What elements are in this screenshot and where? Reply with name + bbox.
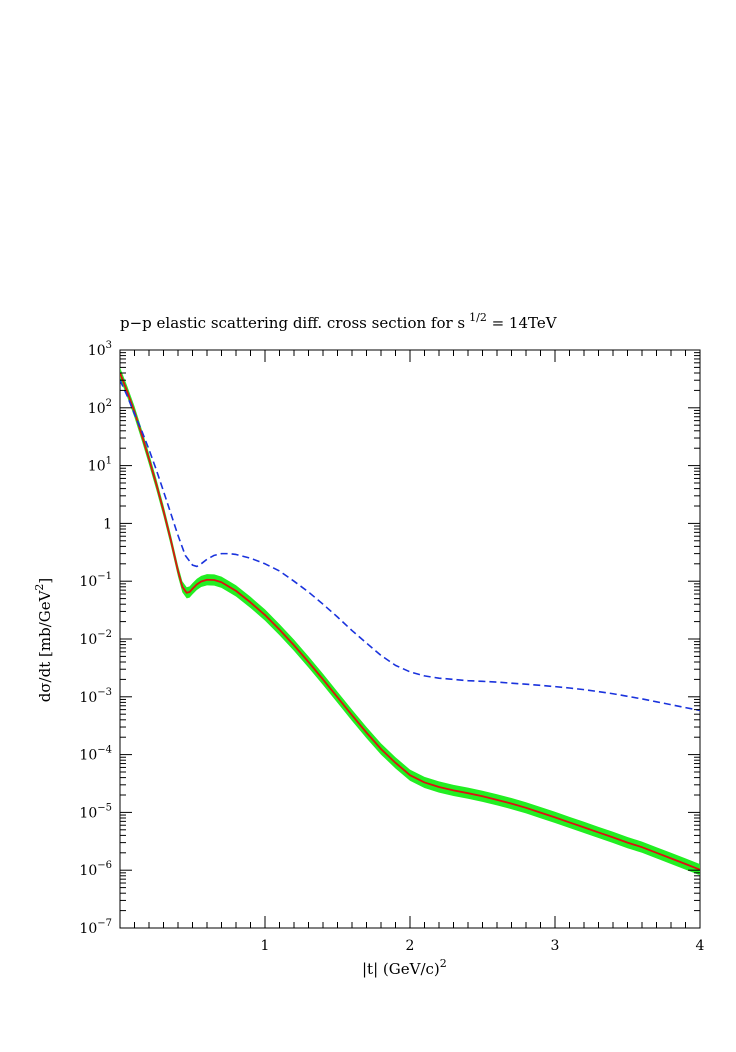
x-tick-label-2: 3 [551,938,560,954]
x-axis-label: |t| (GeV/c)2 [362,957,447,978]
series-0-line [120,372,700,871]
y-tick-label-exponent: −1 [97,571,112,582]
y-tick-label-2: 101 [88,456,112,475]
y-tick-label-base: 10 [79,805,97,821]
y-tick-label-exponent: −7 [97,918,112,929]
y-tick-label-8: 10−5 [79,802,112,821]
y-tick-label-base: 10 [88,343,106,359]
y-tick-label-base: 10 [88,459,106,475]
y-tick-label-base: 10 [79,632,97,648]
y-tick-label-exponent: −5 [97,802,112,813]
y-tick-label-base: 10 [88,401,106,417]
y-tick-label-0: 103 [88,340,112,359]
y-tick-label-base: 10 [79,574,97,590]
y-tick-label-base: 10 [79,748,97,764]
x-axis-label-superscript: 2 [440,957,447,970]
series-0-uncertainty-band [120,367,700,876]
x-tick-label-1: 2 [406,938,415,954]
y-axis-label-tail: ] [36,578,54,584]
y-tick-label-5: 10−2 [79,629,112,648]
chart-title-main: p−p elastic scattering diff. cross secti… [120,314,465,332]
y-tick-label-9: 10−6 [79,860,112,879]
y-tick-label-7: 10−4 [79,745,112,764]
y-tick-label-exponent: 2 [106,398,112,409]
y-tick-label-exponent: −4 [97,745,112,756]
y-tick-label-10: 10−7 [79,918,112,937]
y-tick-label-1: 102 [88,398,112,417]
y-axis-label-superscript: 2 [33,584,46,591]
x-tick-label-3: 4 [696,938,705,954]
y-tick-label-base: 10 [79,690,97,706]
y-tick-label-exponent: −6 [97,860,112,871]
tick-layer: 1 2 3 4103102101110−110−210−310−410−510−610… [79,340,704,954]
y-tick-label-base: 10 [79,921,97,937]
y-axis-label-main: dσ/dt [mb/GeV [36,589,54,702]
series-layer [120,367,700,876]
y-tick-label-base: 10 [79,863,97,879]
y-tick-label-exponent: −3 [97,687,112,698]
y-tick-label-base: 1 [103,516,112,532]
y-tick-label-exponent: −2 [97,629,112,640]
y-tick-label-4: 10−1 [79,571,112,590]
y-tick-label-6: 10−3 [79,687,112,706]
chart-title: p−p elastic scattering diff. cross secti… [120,311,558,332]
y-tick-label-exponent: 1 [106,456,112,467]
x-tick-label-0: 1 [261,938,270,954]
y-tick-label-exponent: 3 [106,340,112,351]
chart-title-superscript: 1/2 [469,311,487,324]
y-axis-label: dσ/dt [mb/GeV2] [33,578,54,703]
x-axis-label-main: |t| (GeV/c) [362,960,440,978]
series-1-line [120,379,700,712]
chart-title-tail: = 14TeV [487,314,558,332]
y-tick-label-3: 1 [103,516,112,532]
